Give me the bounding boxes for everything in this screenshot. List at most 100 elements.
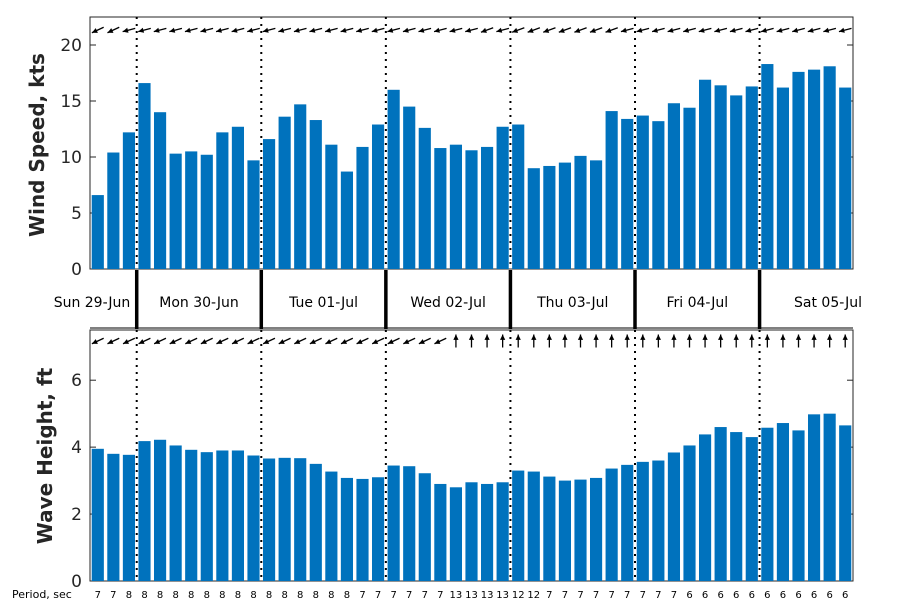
period-value: 7 (110, 590, 116, 600)
wind-bar (667, 103, 681, 270)
wind-bar (262, 139, 276, 269)
direction-arrow-icon (500, 334, 506, 348)
wave-bar (185, 449, 198, 581)
direction-arrow-icon (811, 334, 817, 348)
direction-arrow-icon (309, 27, 323, 33)
direction-arrow-icon (531, 334, 537, 348)
direction-arrow-icon (795, 334, 802, 348)
wind-bar (153, 112, 167, 269)
period-value: 7 (422, 590, 428, 600)
direction-arrow-icon (278, 27, 292, 33)
day-label-strip: Sun 29-Jun Mon 30-Jun Tue 01-Jul Wed 02-Jul… (54, 270, 862, 329)
wave-ytick-label: 4 (71, 438, 82, 458)
period-value: 8 (126, 590, 132, 600)
direction-arrow-icon (231, 27, 245, 33)
direction-arrow-icon (667, 27, 681, 33)
direction-arrow-icon (247, 27, 260, 33)
period-value: 6 (733, 590, 739, 600)
wave-bar (839, 425, 852, 581)
period-value: 6 (702, 590, 708, 600)
wave-bar (574, 479, 587, 581)
period-value: 8 (250, 590, 256, 600)
direction-arrow-icon (718, 334, 724, 348)
direction-arrow-icon (107, 26, 120, 34)
wind-bar (434, 148, 447, 269)
period-value: 7 (95, 590, 101, 600)
wave-bar (403, 466, 416, 581)
period-value: 7 (624, 590, 630, 600)
wind-bar (839, 87, 852, 269)
wave-bar (605, 468, 618, 581)
direction-arrow-icon (838, 27, 852, 33)
period-value: 8 (235, 590, 241, 600)
direction-arrow-icon (324, 27, 338, 33)
wind-bar (636, 115, 649, 269)
direction-arrow-icon (546, 334, 552, 348)
wind-bar (325, 144, 338, 269)
wind-bar (589, 160, 603, 269)
direction-arrow-icon (807, 27, 821, 33)
wind-bar (527, 168, 540, 269)
period-value: 8 (172, 590, 178, 600)
wave-bar (543, 476, 556, 581)
direction-arrow-icon (453, 334, 459, 348)
wind-bar (558, 162, 572, 269)
period-value: 7 (593, 590, 599, 600)
wave-bar (309, 463, 322, 581)
direction-arrow-icon (107, 337, 120, 345)
direction-arrow-icon (200, 337, 213, 345)
direction-arrow-icon (153, 27, 167, 33)
period-value: 6 (717, 590, 723, 600)
wave-bar (138, 441, 151, 581)
wind-bar (200, 154, 213, 269)
period-row: Period, sec 7 7 8 8 8 8 8 8 8 8 8 8 8 8 8 8 8 7 7 7 7 7 7 13 13 1… (12, 588, 848, 600)
direction-arrow-icon (511, 27, 525, 33)
wind-ytick-label: 5 (71, 204, 82, 224)
wind-bar (730, 95, 743, 270)
period-value: 8 (204, 590, 210, 600)
wind-bar (683, 107, 696, 269)
direction-arrow-icon (262, 337, 276, 345)
direction-arrow-icon (402, 27, 416, 33)
wave-bar (792, 430, 805, 581)
wave-bar (480, 483, 494, 581)
direction-arrow-icon (733, 334, 739, 348)
direction-arrow-icon (609, 334, 615, 348)
direction-arrow-icon (91, 337, 104, 345)
period-value: 6 (749, 590, 755, 600)
direction-arrow-icon (169, 27, 183, 33)
wave-bar (667, 452, 681, 581)
wave-bar (325, 471, 338, 581)
period-value: 7 (577, 590, 583, 600)
direction-arrow-icon (122, 337, 136, 345)
direction-arrow-icon (484, 334, 490, 348)
wind-bar (698, 79, 712, 269)
direction-arrow-icon (655, 334, 661, 348)
wave-ytick-label: 0 (71, 572, 82, 592)
wind-ytick-label: 10 (60, 148, 82, 168)
wave-bar (231, 450, 245, 581)
wave-bar (200, 452, 213, 581)
direction-arrow-icon (185, 337, 198, 345)
period-value: 7 (406, 590, 412, 600)
period-value: 7 (671, 590, 677, 600)
direction-arrow-icon (122, 27, 136, 33)
direction-arrow-icon (356, 337, 369, 345)
direction-arrow-icon (543, 27, 556, 33)
period-value: 6 (795, 590, 801, 600)
wind-bar (122, 132, 136, 269)
direction-arrow-icon (91, 26, 104, 34)
wind-bar (169, 153, 182, 269)
direction-arrow-icon (294, 337, 307, 345)
wind-bar (465, 150, 478, 269)
wind-ytick-label: 15 (60, 92, 82, 112)
wind-ytick-label: 0 (71, 260, 82, 280)
direction-arrow-icon (577, 334, 584, 348)
wind-bar (480, 146, 494, 269)
wave-bar (387, 465, 400, 581)
wave-bar (761, 427, 774, 581)
direction-arrow-icon (418, 337, 431, 345)
direction-arrow-icon (138, 337, 151, 345)
direction-arrow-icon (749, 334, 755, 348)
